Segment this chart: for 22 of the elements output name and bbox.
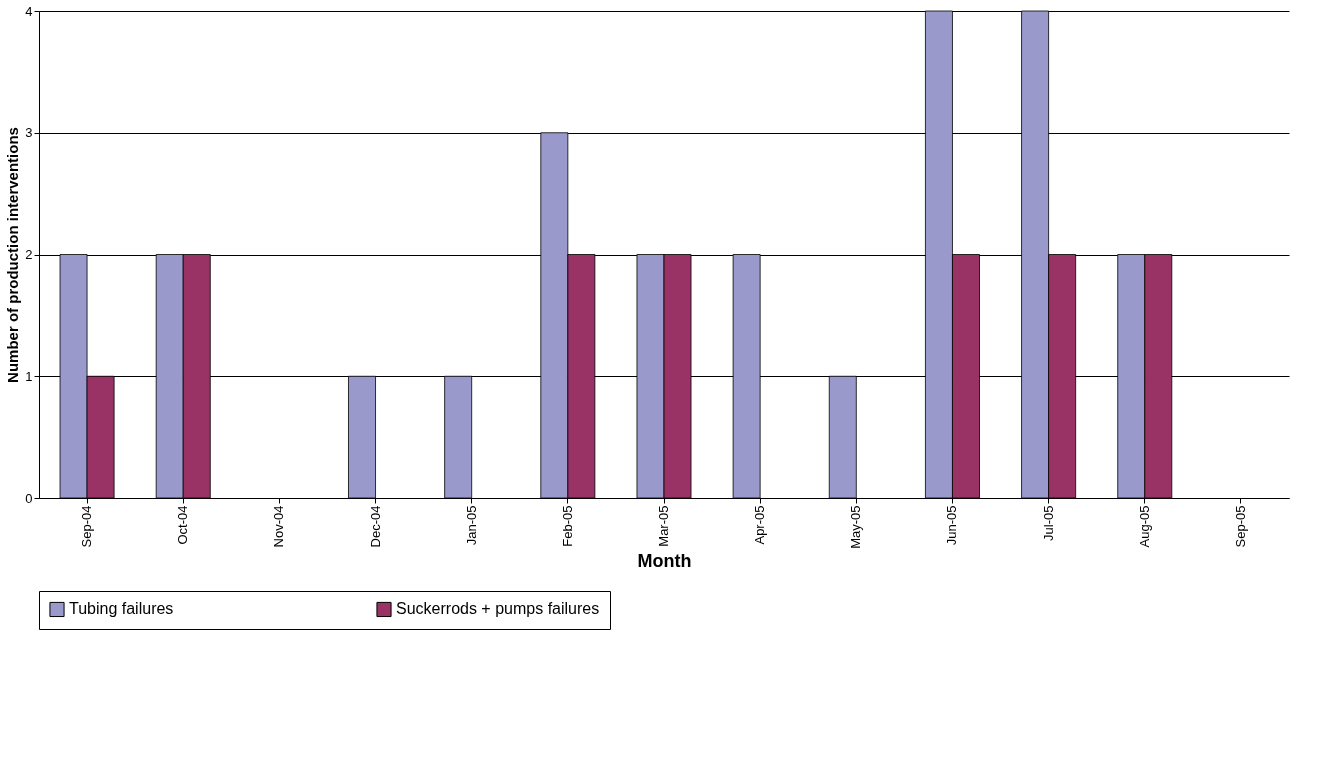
x-axis-title: Month: [637, 550, 692, 571]
x-tick-label: Sep-05: [1232, 505, 1248, 548]
y-tick-label: 4: [25, 3, 33, 19]
y-tick-label: 2: [25, 247, 33, 262]
x-tick-label: Nov-04: [271, 505, 287, 548]
x-tick-label: Sep-04: [79, 505, 95, 548]
x-tick-label: May-05: [848, 505, 864, 549]
y-tick-label: 0: [25, 490, 33, 506]
x-tick-label: Aug-05: [1136, 505, 1152, 548]
x-tick-label: Feb-05: [559, 505, 575, 547]
x-tick-label: Oct-04: [175, 505, 191, 545]
y-tick-label: 3: [25, 125, 33, 141]
x-tick-label: Apr-05: [752, 505, 768, 545]
y-tick-label: 1: [25, 368, 33, 384]
x-tick-label: Jan-05: [463, 505, 479, 546]
x-tick-label: Mar-05: [656, 505, 671, 547]
y-axis-title: Number of production interventions: [4, 127, 22, 383]
x-tick-label: Dec-04: [367, 505, 383, 548]
legend-label: Suckerrods + pumps failures: [396, 600, 600, 618]
x-tick-label: Jul-05: [1040, 505, 1056, 541]
legend-label: Tubing failures: [69, 600, 174, 618]
x-tick-label: Jun-05: [944, 505, 960, 546]
